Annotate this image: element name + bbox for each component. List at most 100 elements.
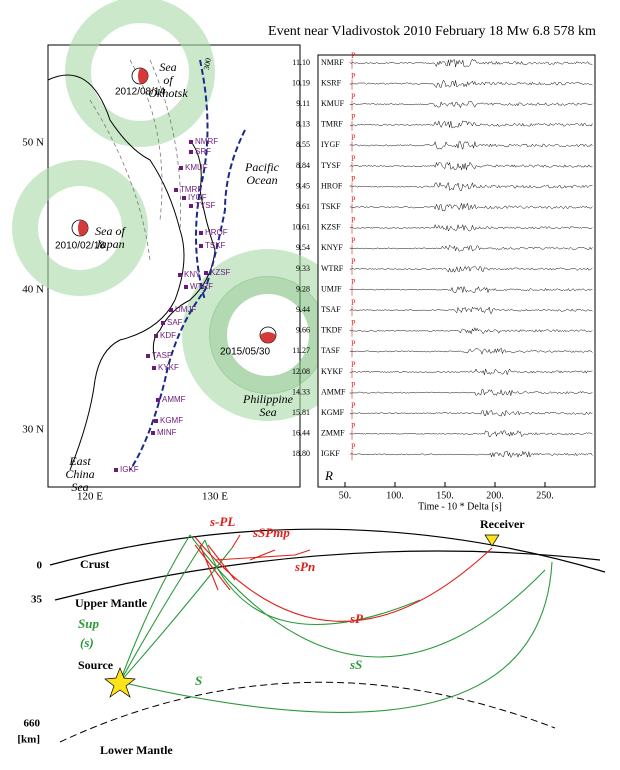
station-label: KMUF (185, 163, 208, 172)
phase-p: P (351, 92, 356, 101)
trace (349, 265, 593, 273)
trace (349, 367, 593, 376)
phase-p: P (351, 339, 356, 348)
station-marker (152, 366, 156, 370)
distance: 10.19 (292, 78, 310, 87)
station-marker (184, 285, 188, 289)
distance: 9.45 (296, 181, 310, 190)
lon-label: 130 E (202, 491, 228, 503)
station-marker (179, 166, 183, 170)
trace (349, 161, 593, 171)
layer: Lower Mantle (100, 743, 173, 757)
station-name: TASF (321, 346, 340, 355)
distance: 9.61 (296, 202, 310, 211)
trace (349, 140, 593, 150)
sea-label: Sea (259, 405, 276, 419)
station-label: SRF (195, 147, 211, 156)
station-marker (189, 204, 193, 208)
layer: Upper Mantle (75, 596, 148, 610)
event-date: 2010/02/18 (55, 241, 105, 252)
station-label: KNY (184, 270, 201, 279)
x-label: Time - 10 * Delta [s] (418, 501, 502, 512)
station-name: KYKF (321, 367, 343, 376)
station-label: TASF (152, 351, 172, 360)
phase-p: P (351, 257, 356, 266)
phase-p: P (351, 277, 356, 286)
station-label: IGKF (120, 465, 139, 474)
station-name: NMRF (321, 58, 344, 67)
station-label: TSKF (205, 241, 226, 250)
x-tick-label: 150. (436, 490, 454, 501)
station-name: KMUF (321, 99, 345, 108)
station-marker (174, 188, 178, 192)
station-label: MINF (157, 428, 177, 437)
station-marker (204, 271, 208, 275)
phase-p: P (351, 113, 356, 122)
phase-p: P (351, 195, 356, 204)
station-name: IYGF (321, 140, 340, 149)
contour-label: 300 (202, 57, 213, 70)
station-label: KZSF (210, 268, 231, 277)
green-phase: Sup (78, 616, 99, 631)
green-phase: sS (349, 657, 362, 672)
distance: 12.08 (292, 367, 310, 376)
phase-p: P (351, 442, 356, 451)
trace (349, 100, 593, 109)
station-label: AMMF (162, 395, 186, 404)
distance: 8.84 (296, 161, 310, 170)
depth: 0 (37, 560, 43, 572)
station-marker (161, 321, 165, 325)
trace (349, 347, 593, 355)
station-name: TSAF (321, 305, 341, 314)
source: Source (78, 658, 114, 672)
station-label: TMRF (180, 185, 202, 194)
lat-label: 40 N (22, 284, 44, 296)
phase-p: P (351, 380, 356, 389)
station-label: KDF (160, 331, 176, 340)
red-phase: sP (349, 611, 364, 626)
lon-label: 120 E (77, 491, 103, 503)
trace (349, 120, 593, 129)
distance: 9.66 (296, 326, 310, 335)
station-name: AMMF (321, 387, 346, 396)
trace (349, 450, 593, 459)
trace (349, 244, 593, 252)
station-marker (189, 140, 193, 144)
station-label: SAF (167, 318, 183, 327)
distance: 16.44 (292, 429, 310, 438)
trace (349, 58, 593, 68)
red-phase: sSPmp (252, 525, 290, 540)
station-marker (182, 196, 186, 200)
distance: 9.54 (296, 243, 310, 252)
station-name: WTRF (321, 264, 344, 273)
distance: 9.11 (296, 99, 310, 108)
distance: 8.13 (296, 120, 310, 129)
station-name: HROF (321, 181, 343, 190)
distance: 11.27 (292, 346, 310, 355)
sea-label: East (68, 454, 91, 468)
station-marker (178, 273, 182, 277)
x-tick-label: 250. (536, 490, 554, 501)
station-label: NMRF (195, 137, 218, 146)
distance: 15.81 (292, 408, 310, 417)
x-tick-label: 200. (486, 490, 504, 501)
sea-label: of (163, 73, 174, 87)
station-name: KSRF (321, 78, 342, 87)
station-label: KYKF (158, 363, 179, 372)
phase-p: P (351, 401, 356, 410)
phase-p: P (351, 216, 356, 225)
phase-p: P (351, 154, 356, 163)
sea-label: Ocean (246, 173, 277, 187)
station-name: ZMMF (321, 429, 345, 438)
station-marker (199, 244, 203, 248)
phase-p: P (351, 133, 356, 142)
station-name: KNYF (321, 243, 343, 252)
trace (349, 181, 593, 191)
sea-label: Sea (159, 60, 176, 74)
green-phase: S (195, 673, 202, 688)
lat-label: 30 N (22, 424, 44, 436)
phase-p: P (351, 422, 356, 431)
depth: [km] (17, 734, 40, 746)
distance: 9.28 (296, 284, 310, 293)
station-marker (169, 308, 173, 312)
